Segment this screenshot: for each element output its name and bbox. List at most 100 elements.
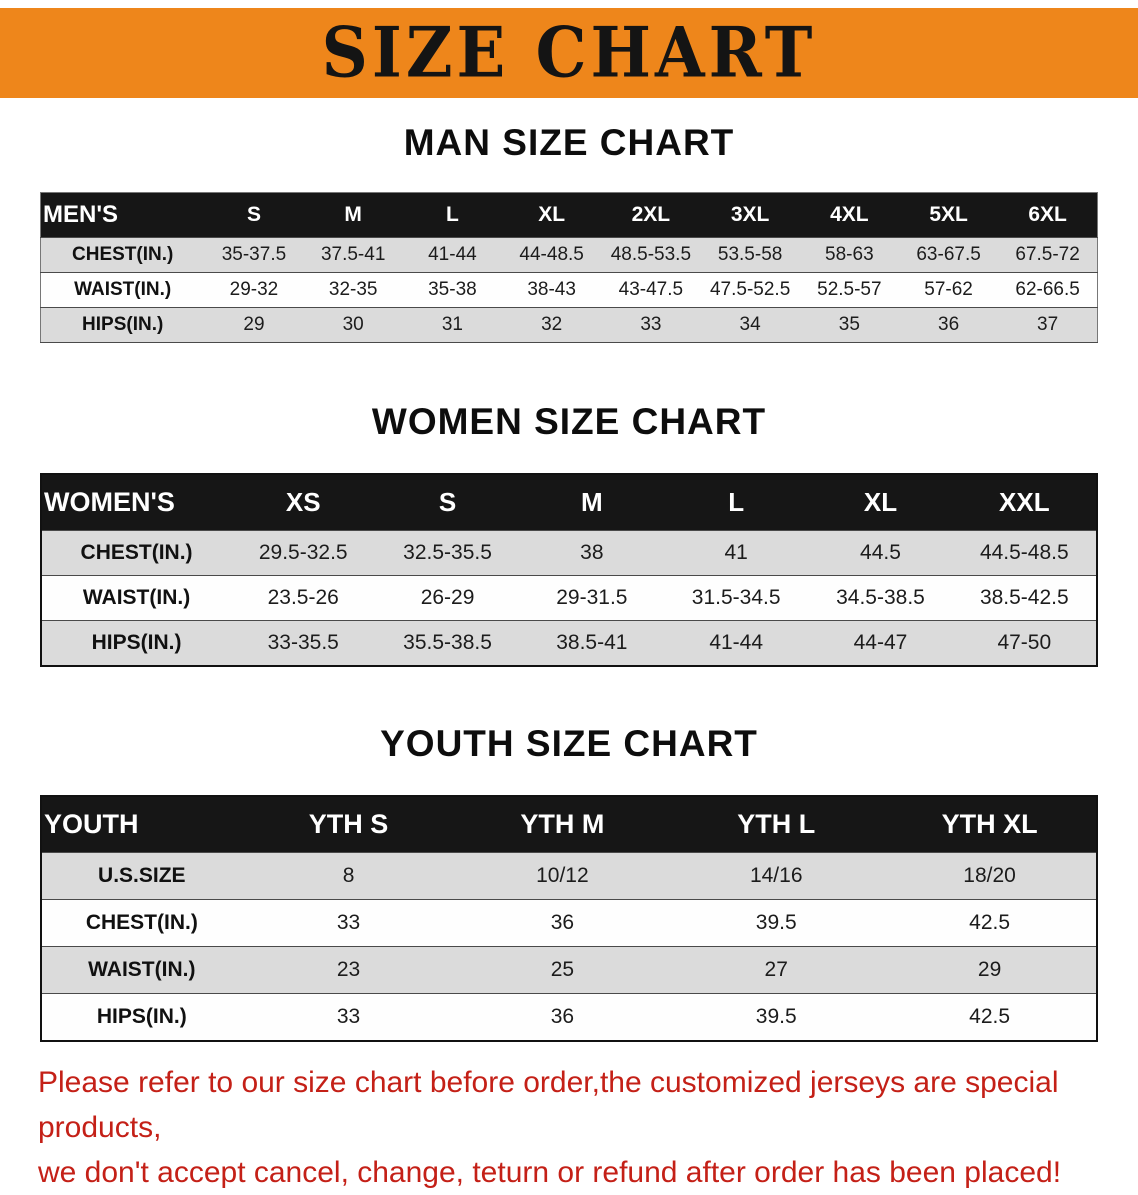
- value-cell: 29-32: [229, 279, 279, 300]
- youth-size-section: YOUTH SIZE CHART YOUTH YTH S YTH M YTH L YTH…: [0, 723, 1138, 1042]
- value-cell: 29-31.5: [556, 586, 628, 609]
- value-cell: 67.5-72: [1015, 244, 1080, 265]
- value-cell: 8: [342, 864, 355, 887]
- notice-line-2: we don't accept cancel, change, teturn o…: [38, 1156, 1062, 1189]
- value-cell: 52.5-57: [817, 279, 882, 300]
- value-cell: 36: [550, 1005, 575, 1028]
- measurement-row: HIPS(IN.) 33-35.5 35.5-38.5 38.5-41 41-44 44-…: [41, 620, 1097, 666]
- row-label-cell: WAIST(IN.): [82, 586, 191, 609]
- size-column-header: M: [303, 192, 403, 238]
- value-cell: 10/12: [536, 864, 589, 887]
- page-title: SIZE CHART: [321, 12, 817, 94]
- value-cell: 35: [838, 314, 860, 335]
- measurement-row: HIPS(IN.) 29 30 31 32 33 34 35 36 37: [40, 307, 1098, 343]
- value-cell: 34: [739, 314, 761, 335]
- value-cell: 26-29: [420, 586, 475, 609]
- value-cell: 35.5-38.5: [403, 631, 492, 654]
- size-column-header: 6XL: [998, 192, 1098, 238]
- row-label-cell: WAIST(IN.): [74, 279, 172, 300]
- table-title-cell: WOMEN'S: [41, 474, 232, 531]
- women-size-heading: WOMEN SIZE CHART: [371, 401, 767, 442]
- size-column-header: 2XL: [601, 192, 701, 238]
- row-label-cell: CHEST(IN.): [80, 541, 193, 564]
- value-cell: 44.5: [860, 541, 901, 564]
- value-cell: 31: [441, 314, 463, 335]
- value-cell: 32-35: [328, 279, 378, 300]
- size-column-header: XL: [808, 474, 953, 531]
- row-label-cell: U.S.SIZE: [98, 864, 186, 887]
- size-column-header: S: [204, 192, 304, 238]
- man-size-section: MAN SIZE CHART MEN'S S M L XL 2XL 3XL 4XL 5XL 6XL…: [0, 122, 1138, 343]
- value-cell: 44-48.5: [519, 244, 584, 265]
- youth-size-table: YOUTH YTH S YTH M YTH L YTH XL U.S.SIZE 8 10/12…: [40, 795, 1098, 1042]
- value-cell: 35-37.5: [221, 244, 287, 265]
- notice-line-1: Please refer to our size chart before or…: [38, 1066, 1059, 1144]
- value-cell: 47.5-52.5: [709, 279, 791, 300]
- size-column-header: YTH S: [241, 796, 456, 853]
- size-column-header: YTH L: [669, 796, 884, 853]
- measurement-row: WAIST(IN.) 23.5-26 26-29 29-31.5 31.5-34.5 34…: [41, 575, 1097, 621]
- value-cell: 57-62: [924, 279, 973, 300]
- table-header-row: WOMEN'S XS S M L XL XXL: [41, 474, 1097, 531]
- value-cell: 37.5-41: [320, 244, 386, 265]
- value-cell: 38.5-42.5: [979, 586, 1069, 609]
- value-cell: 58-63: [825, 244, 874, 265]
- row-label-cell: WAIST(IN.): [88, 958, 196, 981]
- value-cell: 62-66.5: [1015, 279, 1080, 300]
- row-label-cell: HIPS(IN.): [96, 1005, 187, 1028]
- value-cell: 25: [550, 958, 575, 981]
- value-cell: 33: [336, 1005, 361, 1028]
- value-cell: 43-47.5: [618, 279, 684, 300]
- row-label-cell: CHEST(IN.): [72, 244, 174, 265]
- row-label-cell: CHEST(IN.): [85, 911, 198, 934]
- size-column-header: M: [519, 474, 665, 531]
- measurement-row: CHEST(IN.) 29.5-32.5 32.5-35.5 38 41 44.5 44.5…: [41, 530, 1097, 576]
- value-cell: 38-43: [527, 279, 576, 300]
- value-cell: 35-38: [428, 279, 477, 300]
- value-cell: 14/16: [749, 864, 803, 887]
- value-cell: 37: [1037, 314, 1059, 335]
- man-size-heading: MAN SIZE CHART: [403, 122, 735, 163]
- table-header-row: YOUTH YTH S YTH M YTH L YTH XL: [41, 796, 1097, 853]
- value-cell: 53.5-58: [717, 244, 783, 265]
- value-cell: 33: [640, 314, 662, 335]
- size-column-header: XL: [502, 192, 602, 238]
- value-cell: 38.5-41: [556, 631, 628, 654]
- value-cell: 36: [550, 911, 575, 934]
- women-size-table: WOMEN'S XS S M L XL XXL CHEST(IN.) 29.5-32.5 32.5…: [40, 473, 1098, 667]
- value-cell: 47-50: [997, 631, 1052, 654]
- order-notice: Please refer to our size chart before or…: [38, 1060, 1100, 1195]
- size-column-header: S: [375, 474, 520, 531]
- value-cell: 48.5-53.5: [610, 244, 692, 265]
- size-column-header: XXL: [952, 474, 1097, 531]
- size-column-header: YTH M: [455, 796, 670, 853]
- table-header-row: MEN'S S M L XL 2XL 3XL 4XL 5XL 6XL: [40, 192, 1098, 238]
- banner: SIZE CHART: [0, 8, 1138, 98]
- size-column-header: YTH XL: [883, 796, 1097, 853]
- women-size-section: WOMEN SIZE CHART WOMEN'S XS S M L XL XXL CHEST(…: [0, 401, 1138, 667]
- size-column-header: L: [402, 192, 503, 238]
- size-column-header: 5XL: [898, 192, 999, 238]
- value-cell: 44-47: [853, 631, 908, 654]
- value-cell: 32: [541, 314, 563, 335]
- size-column-header: XS: [231, 474, 376, 531]
- value-cell: 29: [977, 958, 1002, 981]
- value-cell: 27: [764, 958, 788, 981]
- value-cell: 39.5: [755, 1005, 797, 1028]
- measurement-row: WAIST(IN.) 23 25 27 29: [41, 946, 1097, 994]
- measurement-row: CHEST(IN.) 35-37.5 37.5-41 41-44 44-48.5 48.5…: [40, 237, 1098, 273]
- measurement-row: CHEST(IN.) 33 36 39.5 42.5: [41, 899, 1097, 947]
- value-cell: 39.5: [755, 911, 797, 934]
- value-cell: 31.5-34.5: [691, 586, 781, 609]
- value-cell: 34.5-38.5: [836, 586, 925, 609]
- value-cell: 44.5-48.5: [979, 541, 1069, 564]
- value-cell: 36: [938, 314, 960, 335]
- measurement-row: HIPS(IN.) 33 36 39.5 42.5: [41, 993, 1097, 1041]
- value-cell: 23.5-26: [267, 586, 339, 609]
- size-chart-page: SIZE CHART MAN SIZE CHART MEN'S S M L XL 2XL 3…: [0, 8, 1138, 1195]
- row-label-cell: HIPS(IN.): [91, 631, 182, 654]
- size-column-header: L: [664, 474, 809, 531]
- value-cell: 41-44: [428, 244, 477, 265]
- value-cell: 33: [336, 911, 361, 934]
- value-cell: 23: [336, 958, 361, 981]
